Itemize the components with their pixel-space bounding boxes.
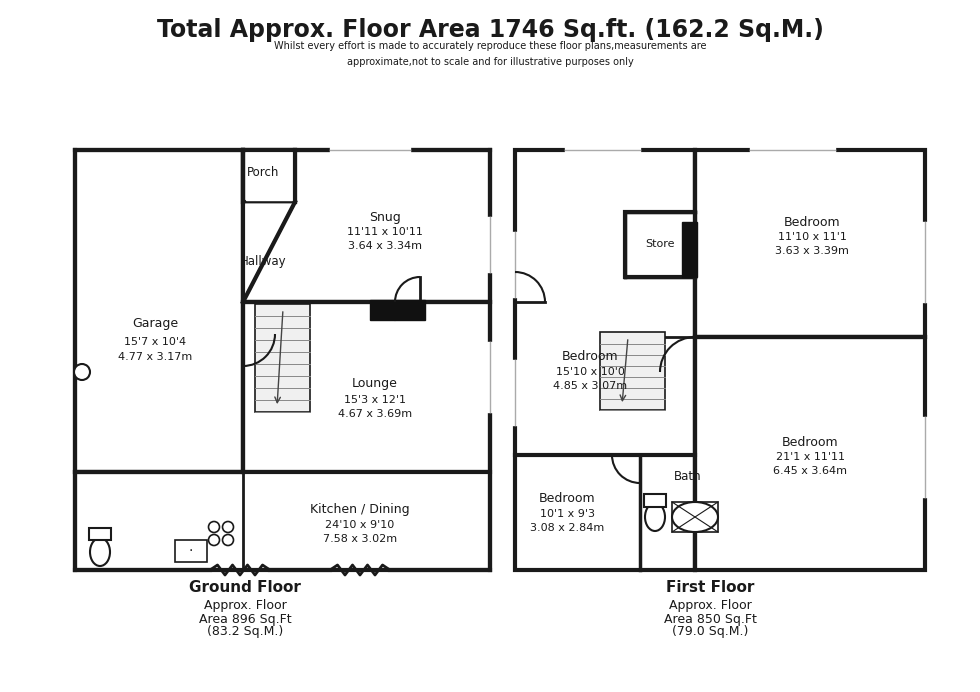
Bar (515, 150, 695, 570)
Text: 3.64 x 3.34m: 3.64 x 3.34m (348, 241, 422, 251)
Text: 15'3 x 12'1: 15'3 x 12'1 (344, 395, 406, 405)
Circle shape (222, 534, 233, 545)
Text: Approx. Floor: Approx. Floor (204, 599, 286, 612)
Bar (246, 152, 292, 200)
Text: Snug: Snug (369, 210, 401, 224)
Text: Whilst every effort is made to accurately reproduce these floor plans,measuremen: Whilst every effort is made to accuratel… (273, 42, 707, 67)
Bar (487, 342, 493, 412)
Bar (370, 300, 425, 320)
Circle shape (209, 522, 220, 533)
Bar (682, 222, 697, 277)
Text: 4.67 x 3.69m: 4.67 x 3.69m (338, 409, 412, 419)
Bar (512, 232, 518, 297)
Text: Lounge: Lounge (352, 378, 398, 390)
Text: Bedroom: Bedroom (782, 435, 838, 448)
Text: Garage: Garage (132, 318, 178, 331)
Bar (243, 150, 295, 202)
Polygon shape (243, 202, 295, 302)
Text: Approx. Floor: Approx. Floor (668, 599, 752, 612)
Text: Bedroom: Bedroom (562, 351, 618, 363)
Circle shape (74, 364, 90, 380)
Bar (175, 540, 207, 562)
Text: (79.0 Sq.M.): (79.0 Sq.M.) (672, 626, 748, 639)
Ellipse shape (672, 502, 718, 532)
Text: (83.2 Sq.M.): (83.2 Sq.M.) (207, 626, 283, 639)
Text: 21'1 x 11'11: 21'1 x 11'11 (775, 452, 845, 462)
Bar (644, 494, 666, 507)
Bar (243, 150, 490, 302)
Text: 11'10 x 11'1: 11'10 x 11'1 (777, 232, 847, 242)
Bar (921, 222, 927, 302)
Bar (512, 360, 518, 425)
Text: 11'11 x 10'11: 11'11 x 10'11 (347, 227, 423, 237)
Text: 4.77 x 3.17m: 4.77 x 3.17m (118, 352, 192, 362)
Ellipse shape (90, 538, 110, 566)
Text: First Floor: First Floor (665, 581, 755, 596)
Text: ·: · (189, 544, 193, 558)
Bar (75, 150, 243, 472)
Text: Ground Floor: Ground Floor (189, 581, 301, 596)
Text: Hallway: Hallway (240, 255, 286, 268)
Bar (625, 212, 695, 277)
Text: 3.08 x 2.84m: 3.08 x 2.84m (530, 523, 604, 533)
Bar (672, 502, 718, 532)
Bar (695, 337, 925, 570)
Text: Area 896 Sq.Ft: Area 896 Sq.Ft (199, 612, 291, 626)
Text: Bedroom: Bedroom (539, 493, 595, 505)
Circle shape (222, 522, 233, 533)
Bar (750, 147, 835, 153)
Bar (89, 528, 111, 540)
Text: Area 850 Sq.Ft: Area 850 Sq.Ft (663, 612, 757, 626)
Text: Bedroom: Bedroom (784, 215, 840, 228)
Bar (243, 302, 490, 472)
Text: 10'1 x 9'3: 10'1 x 9'3 (540, 509, 595, 519)
Bar (600, 332, 665, 410)
Text: 4.85 x 3.07m: 4.85 x 3.07m (553, 381, 627, 391)
Bar (330, 147, 410, 153)
Text: 6.45 x 3.64m: 6.45 x 3.64m (773, 466, 847, 476)
Bar (921, 417, 927, 497)
Bar (565, 147, 640, 153)
Text: Store: Store (645, 239, 675, 249)
Text: Porch: Porch (247, 165, 279, 179)
Text: 24'10 x 9'10: 24'10 x 9'10 (325, 520, 395, 530)
Bar (487, 217, 493, 272)
Bar (255, 304, 310, 412)
Circle shape (209, 534, 220, 545)
Text: 3.63 x 3.39m: 3.63 x 3.39m (775, 246, 849, 256)
Text: 7.58 x 3.02m: 7.58 x 3.02m (323, 534, 397, 544)
Ellipse shape (645, 503, 665, 531)
Bar (75, 472, 490, 570)
Text: Total Approx. Floor Area 1746 Sq.ft. (162.2 Sq.M.): Total Approx. Floor Area 1746 Sq.ft. (16… (157, 18, 823, 42)
Text: Bath: Bath (674, 471, 702, 484)
Text: 15'10 x 10'0: 15'10 x 10'0 (556, 367, 624, 377)
Text: Kitchen / Dining: Kitchen / Dining (311, 504, 410, 516)
Bar (695, 150, 925, 337)
Text: 15'7 x 10'4: 15'7 x 10'4 (123, 337, 186, 347)
